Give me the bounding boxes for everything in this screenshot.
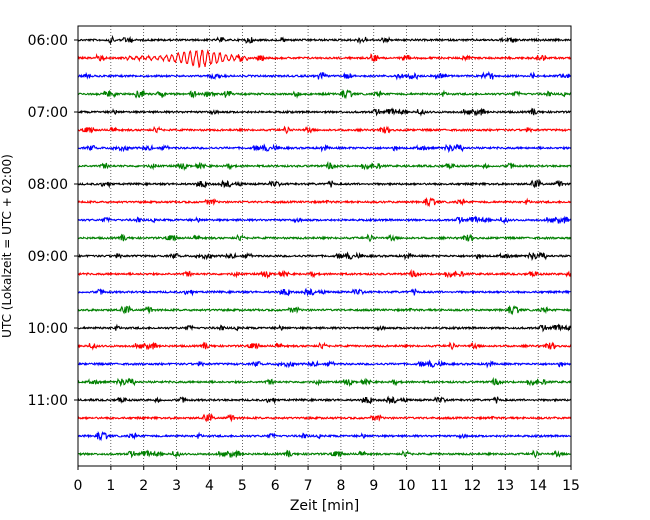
trace-1115 — [77, 412, 572, 423]
plot-frame — [77, 25, 572, 467]
trace-1030 — [77, 359, 572, 369]
trace-1000 — [77, 323, 572, 333]
trace-0915 — [77, 268, 572, 280]
x-tick-label-7: 7 — [304, 478, 313, 494]
x-tick-label-6: 6 — [271, 478, 280, 494]
trace-0645 — [77, 88, 572, 100]
trace-0845 — [77, 233, 572, 243]
x-tick-label-11: 11 — [431, 478, 449, 494]
trace-1145 — [77, 449, 572, 459]
y-axis-label: UTC (Lokalzeit = UTC + 02:00) — [0, 154, 14, 338]
trace-0815 — [77, 196, 572, 208]
x-tick-label-9: 9 — [369, 478, 378, 494]
x-tick-label-3: 3 — [172, 478, 181, 494]
trace-0715 — [77, 125, 572, 135]
x-axis-ticks: 0 1 2 3 4 5 6 7 8 9 10 11 12 13 14 15 — [74, 466, 580, 494]
traces — [77, 34, 572, 459]
y-tick-label-4: 10:00 — [28, 321, 68, 337]
y-tick-label-0: 06:00 — [28, 33, 68, 49]
x-tick-label-0: 0 — [74, 478, 83, 494]
x-tick-label-5: 5 — [238, 478, 247, 494]
trace-0800 — [77, 178, 572, 189]
x-tick-label-8: 8 — [336, 478, 345, 494]
trace-0945 — [77, 304, 572, 316]
trace-0630 — [77, 70, 572, 81]
x-tick-label-15: 15 — [562, 478, 580, 494]
x-tick-label-12: 12 — [463, 478, 481, 494]
trace-0930 — [77, 287, 572, 297]
y-tick-label-3: 09:00 — [28, 249, 68, 265]
x-tick-label-14: 14 — [529, 478, 547, 494]
y-tick-label-5: 11:00 — [28, 393, 68, 409]
trace-1045 — [77, 376, 572, 388]
x-tick-label-1: 1 — [106, 478, 115, 494]
trace-1130 — [77, 430, 572, 442]
x-tick-label-2: 2 — [139, 478, 148, 494]
trace-0700 — [77, 107, 572, 117]
y-tick-label-2: 08:00 — [28, 177, 68, 193]
y-tick-label-1: 07:00 — [28, 105, 68, 121]
grid-lines — [110, 26, 539, 466]
trace-1100 — [77, 395, 572, 405]
trace-0600 — [77, 34, 572, 46]
trace-1015 — [77, 341, 572, 351]
trace-0900 — [77, 251, 572, 262]
x-axis-label: Zeit [min] — [290, 498, 359, 514]
trace-0730 — [77, 143, 572, 154]
trace-0830 — [77, 215, 572, 225]
x-tick-label-13: 13 — [496, 478, 514, 494]
trace-0615 — [77, 48, 572, 69]
trace-0745 — [77, 160, 572, 172]
y-axis-ticks: 06:00 07:00 08:00 09:00 10:00 11:00 — [28, 33, 78, 409]
x-tick-label-10: 10 — [398, 478, 416, 494]
x-tick-label-4: 4 — [205, 478, 214, 494]
